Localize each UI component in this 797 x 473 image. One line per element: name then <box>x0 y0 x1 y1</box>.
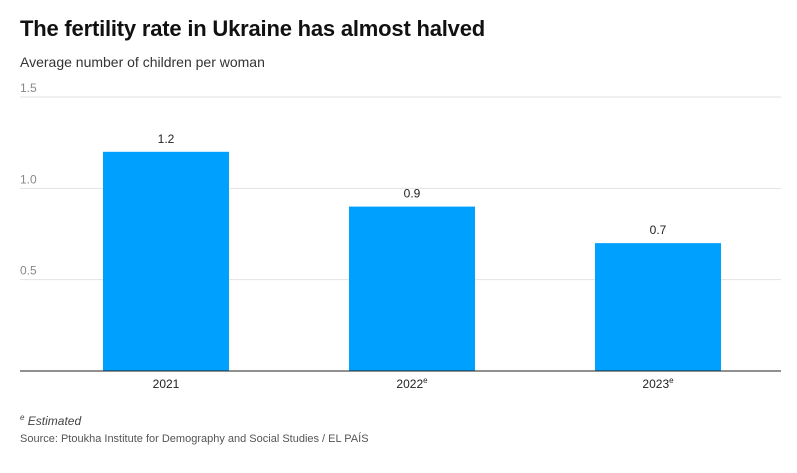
footnote-marker: e <box>20 413 25 422</box>
y-tick-label: 0.5 <box>20 264 37 278</box>
value-label-2023: 0.7 <box>650 223 667 237</box>
value-label-2021: 1.2 <box>158 132 175 146</box>
bar-chart: 0.5 1.0 1.5 1.2 0.9 0.7 2021 2022e 2023e <box>20 81 781 391</box>
bar-2021 <box>103 151 229 371</box>
x-tick-label-2023: 2023e <box>642 376 674 391</box>
y-tick-label: 1.5 <box>20 81 37 95</box>
bar-2022 <box>349 206 475 371</box>
bars <box>103 151 721 371</box>
footnote-text: Estimated <box>27 414 82 428</box>
source-note: Source: Ptoukha Institute for Demography… <box>20 433 369 445</box>
chart-subtitle: Average number of children per woman <box>20 54 265 70</box>
x-tick-label-2021: 2021 <box>153 377 180 391</box>
x-tick-label-2022: 2022e <box>396 376 428 391</box>
chart-title: The fertility rate in Ukraine has almost… <box>20 16 485 41</box>
value-labels: 1.2 0.9 0.7 <box>158 132 667 237</box>
y-axis-ticks: 0.5 1.0 1.5 <box>20 81 37 278</box>
y-tick-label: 1.0 <box>20 172 37 186</box>
value-label-2022: 0.9 <box>404 187 421 201</box>
footnote: e Estimated <box>20 413 81 428</box>
x-axis-ticks: 2021 2022e 2023e <box>153 376 674 391</box>
bar-2023 <box>595 243 721 371</box>
